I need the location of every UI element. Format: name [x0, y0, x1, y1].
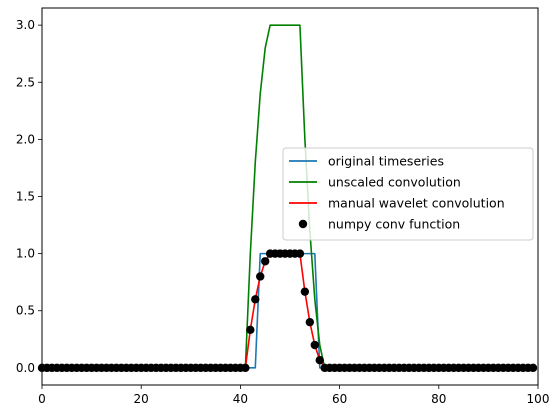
x-tick-label: 80	[431, 392, 446, 406]
x-tick-label: 60	[332, 392, 347, 406]
x-tick-label: 20	[134, 392, 149, 406]
series-line-0	[42, 252, 534, 369]
data-point	[528, 363, 538, 373]
y-tick-label: 0.0	[16, 361, 35, 375]
y-tick-label: 0.5	[16, 304, 35, 318]
y-tick-label: 1.5	[16, 190, 35, 204]
legend-label: manual wavelet convolution	[328, 196, 505, 211]
data-point	[241, 363, 250, 373]
data-point	[251, 295, 260, 304]
y-tick-label: 2.5	[16, 75, 35, 89]
x-axis: 0 20 40 60 80 100	[38, 385, 549, 406]
data-point	[315, 356, 324, 365]
y-tick-label: 2.0	[16, 132, 35, 146]
legend-label: unscaled convolution	[328, 175, 461, 190]
legend: original timeseries unscaled convolution m…	[282, 147, 534, 241]
x-tick-label: 100	[527, 392, 550, 406]
legend-label: numpy conv function	[328, 217, 460, 232]
x-tick-label: 40	[233, 392, 248, 406]
legend-swatch	[298, 219, 308, 229]
data-point	[300, 287, 310, 296]
legend-box	[282, 147, 534, 241]
series-layer	[37, 24, 538, 373]
data-point	[305, 317, 315, 327]
y-tick-label: 3.0	[16, 18, 35, 32]
y-axis: 0.0 0.5 1.0 1.5 2.0 2.5 3.0	[16, 18, 42, 375]
data-point	[246, 325, 255, 335]
data-point	[261, 257, 270, 266]
series-line-1	[42, 24, 534, 369]
data-point	[310, 340, 319, 350]
data-point	[295, 249, 305, 258]
y-tick-label: 1.0	[16, 247, 35, 261]
data-point	[256, 272, 265, 281]
series-line-2	[42, 252, 534, 369]
legend-label: original timeseries	[328, 154, 444, 169]
x-tick-label: 0	[38, 392, 46, 406]
